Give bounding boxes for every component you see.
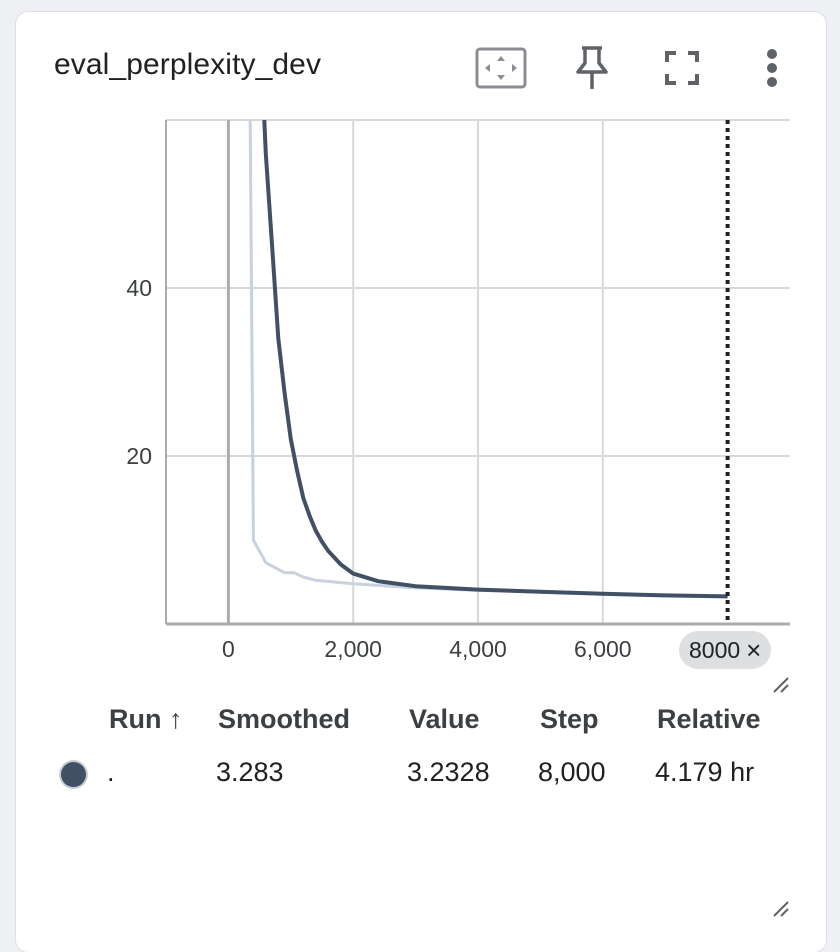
chart-resize-handle[interactable]	[770, 674, 790, 694]
y-tick-label: 20	[126, 443, 152, 469]
pin-button[interactable]	[564, 40, 620, 96]
pin-icon	[576, 46, 608, 89]
fullscreen-icon	[665, 51, 699, 85]
step-chip-label: 8000	[689, 636, 741, 663]
smoothed-cell: 3.283	[216, 757, 284, 787]
more-options-button[interactable]	[744, 40, 800, 96]
more-vert-icon	[767, 49, 777, 87]
x-tick-label: 2,000	[324, 636, 382, 662]
series-line-smoothed	[262, 120, 728, 599]
x-tick-label: 0	[222, 636, 235, 662]
column-header-smoothed[interactable]: Smoothed	[218, 704, 350, 734]
series-line-raw	[248, 120, 728, 599]
scalar-card	[16, 12, 826, 952]
value-cell: 3.2328	[407, 757, 490, 787]
close-icon[interactable]: ×	[746, 635, 762, 665]
card-resize-handle[interactable]	[770, 898, 790, 918]
fullscreen-button[interactable]	[654, 40, 710, 96]
y-tick-label: 40	[126, 275, 152, 301]
column-header-run[interactable]: Run ↑	[109, 704, 183, 734]
line-chart[interactable]: 0 2,000 4,000 6,000 20 40	[0, 0, 840, 700]
x-tick-label: 6,000	[574, 636, 632, 662]
column-header-relative[interactable]: Relative	[657, 704, 761, 734]
step-cell: 8,000	[538, 757, 606, 787]
step-chip[interactable]: 8000 ×	[679, 631, 772, 669]
fit-to-data-button[interactable]	[473, 40, 529, 96]
x-tick-label: 4,000	[449, 636, 507, 662]
fit-to-data-icon	[475, 47, 527, 89]
column-header-step[interactable]: Step	[540, 704, 599, 734]
column-header-value[interactable]: Value	[409, 704, 480, 734]
card-title: eval_perplexity_dev	[54, 48, 322, 81]
run-color-dot	[61, 762, 86, 787]
relative-cell: 4.179 hr	[655, 757, 755, 787]
run-name-cell: .	[107, 757, 115, 787]
